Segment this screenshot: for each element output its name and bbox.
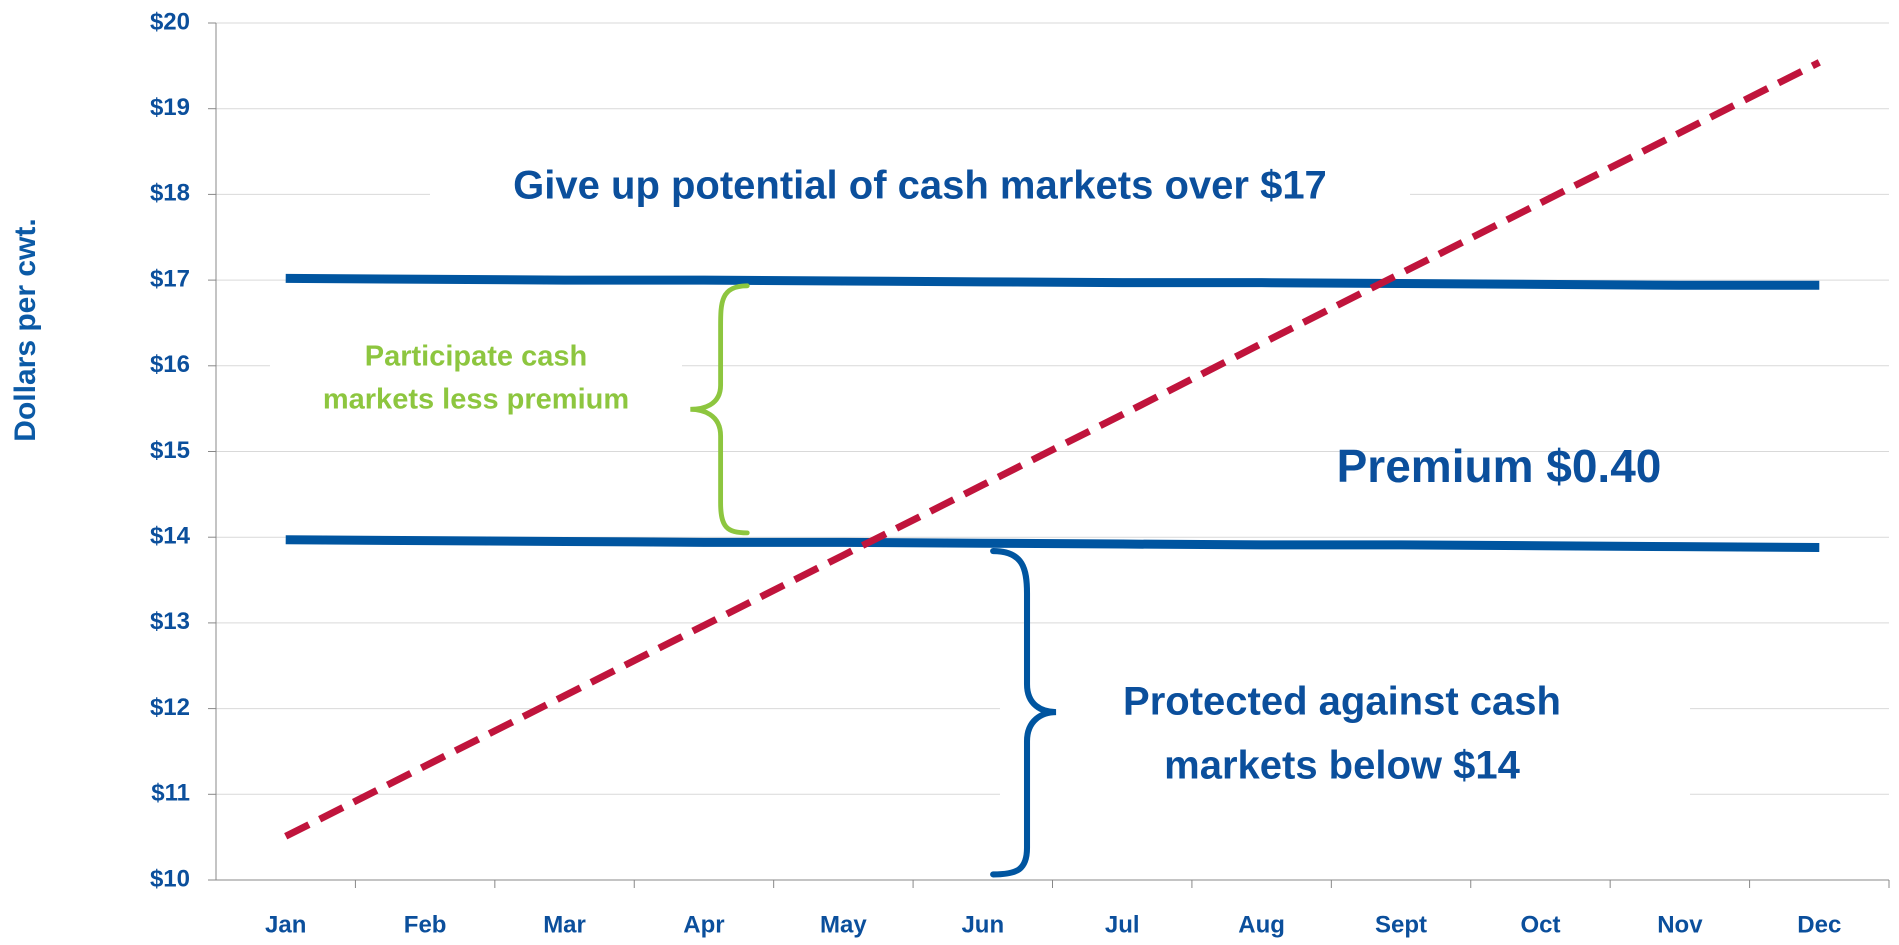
x-tick-label: Dec — [1797, 911, 1841, 938]
annotation: markets below $14 — [1164, 744, 1520, 788]
series-line — [284, 59, 1821, 840]
y-tick-label: $15 — [150, 437, 190, 464]
annotation: Premium $0.40 — [1337, 440, 1662, 492]
y-tick-label: $10 — [150, 865, 190, 892]
y-axis-label: Dollars per cwt. — [9, 218, 42, 441]
y-tick-label: $18 — [150, 180, 190, 207]
annotation-bg — [270, 340, 682, 430]
annotation-bg — [1000, 660, 1690, 800]
x-tick-label: Jan — [265, 911, 306, 938]
annotation: Give up potential of cash markets over $… — [513, 164, 1327, 208]
y-tick-label: $16 — [150, 351, 190, 378]
y-tick-label: $20 — [150, 8, 190, 35]
x-tick-label: Nov — [1657, 911, 1703, 938]
y-tick-label: $13 — [150, 608, 190, 635]
x-tick-label: Sept — [1375, 911, 1427, 938]
y-tick-label: $11 — [151, 780, 190, 807]
y-tick-label: $12 — [150, 694, 190, 721]
series-line — [285, 273, 1820, 290]
y-tick-label: $14 — [150, 523, 191, 550]
annotation-bg — [430, 160, 1410, 216]
y-tick-label: $17 — [150, 265, 190, 292]
annotation: Participate cash — [365, 341, 587, 373]
x-tick-label: Oct — [1520, 911, 1560, 938]
x-tick-label: May — [820, 911, 867, 938]
blue-brace — [990, 548, 1057, 878]
green-brace — [690, 283, 750, 536]
x-tick-label: Feb — [404, 911, 447, 938]
y-tick-label: $19 — [150, 94, 190, 121]
series-line — [285, 535, 1820, 552]
x-tick-label: Apr — [683, 911, 724, 938]
annotation: Protected against cash — [1123, 680, 1561, 724]
x-tick-label: Jul — [1105, 911, 1140, 938]
x-tick-label: Aug — [1238, 911, 1285, 938]
x-tick-label: Jun — [961, 911, 1004, 938]
annotation: markets less premium — [323, 384, 629, 416]
x-tick-label: Mar — [543, 911, 586, 938]
